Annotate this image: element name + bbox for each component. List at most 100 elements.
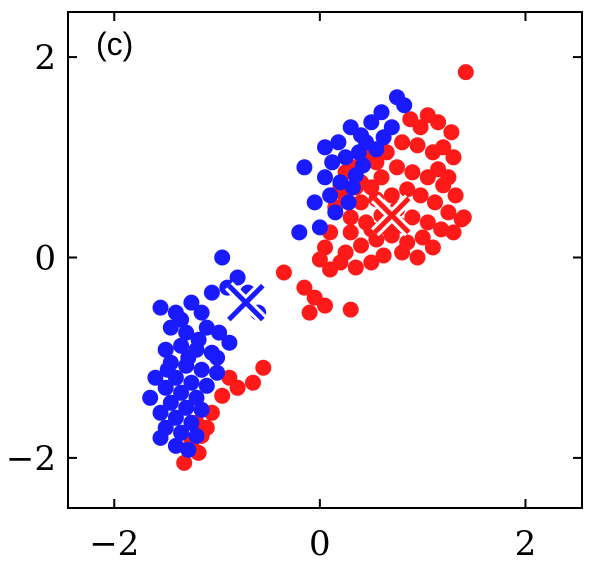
data-point [427,194,443,211]
data-point [340,194,357,211]
data-point [190,331,207,348]
data-point [193,401,210,418]
data-point [399,181,416,198]
data-point [317,139,333,156]
y-tick-label: −2 [6,439,56,479]
panel-label: (c) [96,26,133,62]
centroid-marker-0 [370,194,413,237]
data-point [147,369,164,386]
data-point [157,379,174,396]
data-point [221,334,238,351]
data-point [373,169,390,186]
data-point [317,297,333,314]
data-point [162,394,179,411]
y-tick-label: 0 [34,238,56,278]
centroid-layer [224,194,413,324]
data-point [317,169,333,186]
data-point [324,154,341,171]
data-point [445,224,462,241]
centroid-marker-1 [224,281,267,324]
data-point [440,169,457,186]
data-point [353,237,369,254]
data-point [152,299,169,316]
data-point [296,279,313,296]
data-point [203,284,220,301]
data-point [455,209,472,226]
data-point [424,144,441,161]
data-point [211,324,228,341]
data-point [402,111,419,128]
data-point [424,239,441,256]
data-point [159,361,176,378]
data-point [404,209,421,226]
data-point [183,294,200,311]
data-point [173,337,190,354]
y-tick-label: 2 [34,38,56,78]
data-point [373,104,390,121]
data-point [404,164,421,181]
data-point [198,377,215,394]
x-tick-label: 0 [309,524,331,564]
data-point [440,204,457,221]
data-point [317,239,333,256]
data-point [394,244,411,261]
data-point [173,384,190,401]
data-point [180,349,197,366]
data-point [188,427,205,444]
series-layer [142,64,474,471]
data-point [350,144,367,161]
data-point [347,259,364,276]
data-point [342,224,359,241]
data-point [152,429,169,446]
data-point [157,341,174,358]
data-point [291,224,308,241]
data-point [363,254,380,271]
data-point [306,194,323,211]
data-point [353,194,369,211]
data-point [344,179,361,196]
x-tick-label: −2 [89,524,139,564]
data-point [342,119,359,136]
data-point [198,319,215,336]
data-point [337,149,354,166]
data-point [229,269,246,286]
data-point [183,374,200,391]
data-point [193,304,210,321]
data-point [383,119,400,136]
tick-layer: −2 0 2 2 0 −2 [6,12,582,564]
data-point [178,324,195,341]
data-point [214,249,231,266]
data-point [443,124,460,141]
data-point [322,261,339,278]
data-point [152,404,169,421]
data-point [347,167,364,184]
data-point [178,399,195,416]
data-point [396,97,413,114]
data-point [301,304,318,321]
data-point [167,409,184,426]
data-point [167,437,184,454]
data-point [322,187,339,204]
data-point [221,369,238,386]
data-point [433,221,450,238]
data-point [173,311,190,328]
data-point [275,264,292,281]
data-point [245,374,261,391]
data-point [457,64,474,81]
data-point [394,134,411,151]
data-point [363,179,380,196]
data-point [332,174,349,191]
data-point [209,364,226,381]
x-tick-label: 2 [515,524,537,564]
data-point [183,414,200,431]
data-point [414,229,431,246]
data-point [296,159,313,176]
data-point [419,107,436,124]
data-point [389,159,405,176]
data-point [409,137,426,154]
data-point [363,114,380,131]
data-point [188,389,205,406]
data-point [447,187,464,204]
data-point [412,187,429,204]
